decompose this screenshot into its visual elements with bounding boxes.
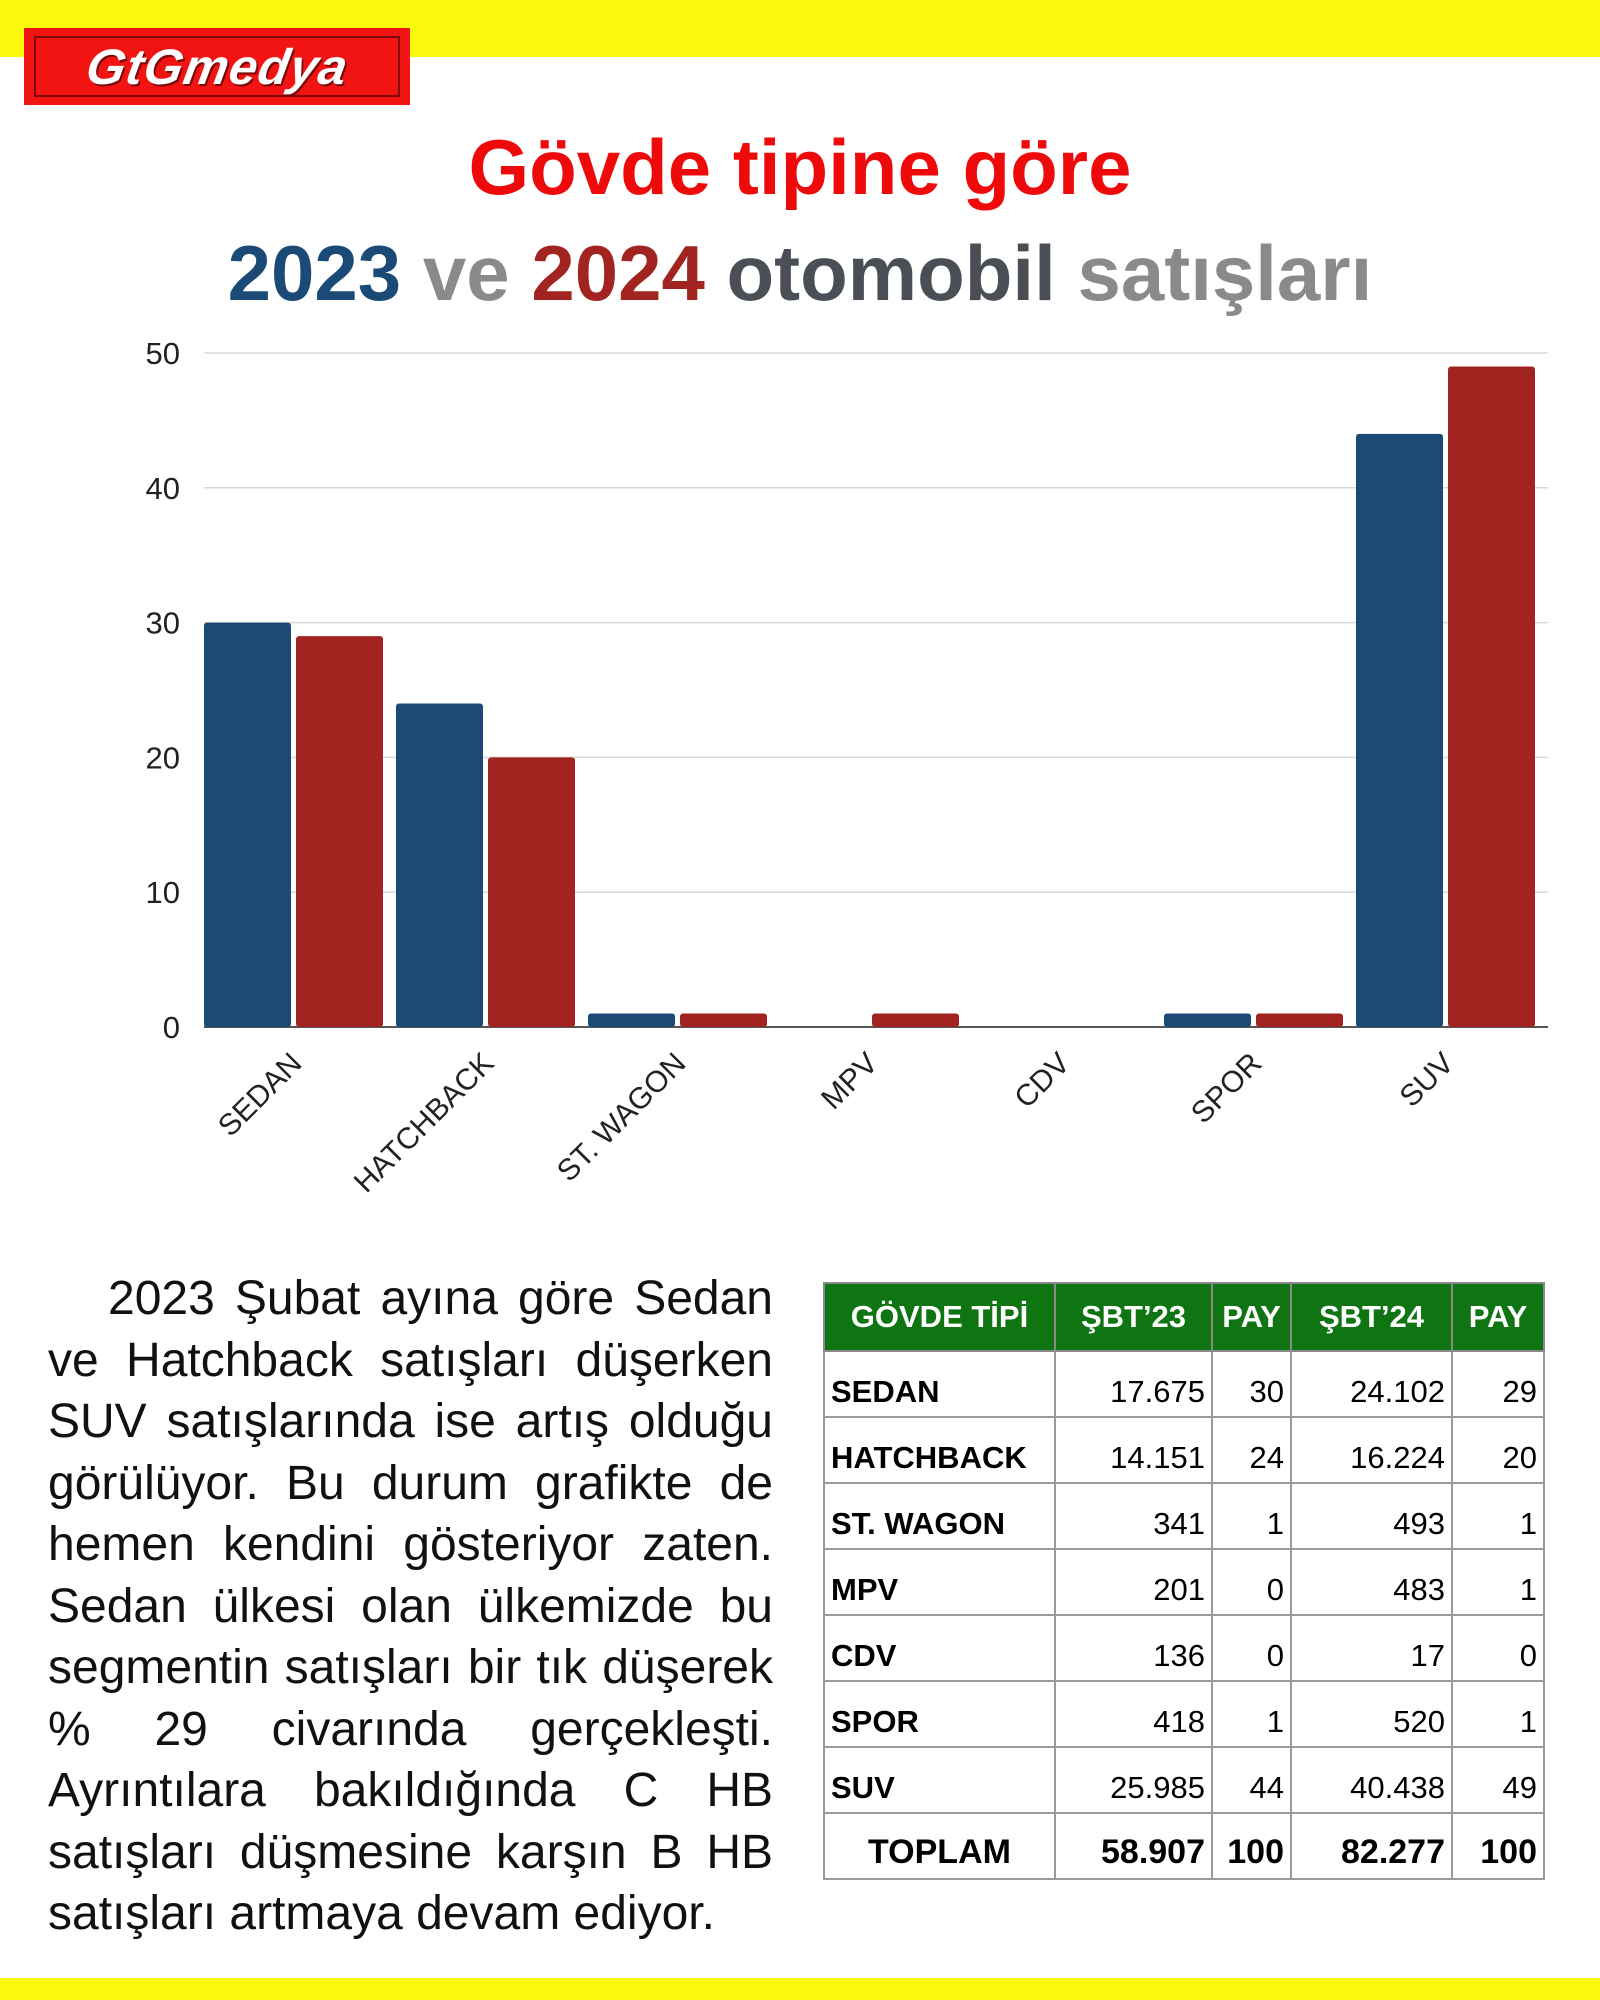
bar-2024-spor <box>1256 1013 1343 1027</box>
cell-feb23: 25.985 <box>1054 1746 1213 1814</box>
table-row: ST. WAGON 341 1 493 1 <box>823 1482 1545 1550</box>
title-otomobil: otomobil <box>726 229 1056 317</box>
cell-share24: 20 <box>1451 1416 1545 1484</box>
table-header-row: GÖVDE TİPİ ŞBT’23 PAY ŞBT’24 PAY <box>823 1282 1545 1352</box>
cell-share24: 0 <box>1451 1614 1545 1682</box>
header-feb23: ŞBT’23 <box>1054 1282 1213 1352</box>
bar-2024-suv <box>1448 366 1535 1028</box>
cell-body-type: HATCHBACK <box>823 1416 1056 1484</box>
table-row: CDV 136 0 17 0 <box>823 1614 1545 1682</box>
cell-body-type: ST. WAGON <box>823 1482 1056 1550</box>
cell-feb23: 201 <box>1054 1548 1213 1616</box>
cell-share23: 1 <box>1211 1680 1292 1748</box>
bottom-yellow-bar <box>0 1978 1600 2000</box>
cell-body-type: MPV <box>823 1548 1056 1616</box>
table-row: SUV 25.985 44 40.438 49 <box>823 1746 1545 1814</box>
y-tick-label: 30 <box>146 606 180 641</box>
x-category-label: MPV <box>815 1047 884 1116</box>
cell-feb23: 341 <box>1054 1482 1213 1550</box>
header-share24: PAY <box>1451 1282 1545 1352</box>
bar-chart: 0 10 20 30 40 50 SEDAN HATCHBACK ST. WAGON MPV CDV… <box>146 336 1548 1200</box>
table-row: SPOR 418 1 520 1 <box>823 1680 1545 1748</box>
cell-feb24: 16.224 <box>1290 1416 1453 1484</box>
x-category-label: ST. WAGON <box>551 1047 693 1189</box>
cell-share24: 49 <box>1451 1746 1545 1814</box>
bar-2023-hatchback <box>396 703 483 1027</box>
logo: GtGmedya <box>24 28 410 105</box>
y-tick-label: 20 <box>146 740 180 775</box>
header-feb24: ŞBT’24 <box>1290 1282 1453 1352</box>
cell-feb23: 14.151 <box>1054 1416 1213 1484</box>
title-year-2023: 2023 <box>227 229 402 317</box>
cell-feb23: 17.675 <box>1054 1350 1213 1418</box>
bar-2023-spor <box>1164 1013 1251 1027</box>
cell-feb24: 483 <box>1290 1548 1453 1616</box>
y-tick-label: 0 <box>163 1010 180 1045</box>
logo-text: GtGmedya <box>81 38 353 95</box>
header-share23: PAY <box>1211 1282 1292 1352</box>
cell-feb23: 418 <box>1054 1680 1213 1748</box>
cell-share24: 1 <box>1451 1548 1545 1616</box>
title-ve: ve <box>422 229 510 317</box>
title-line-1: Gövde tipine göre <box>468 123 1132 211</box>
cell-feb24: 82.277 <box>1290 1812 1453 1880</box>
cell-body-type: SPOR <box>823 1680 1056 1748</box>
cell-body-type: SUV <box>823 1746 1056 1814</box>
x-category-label: SUV <box>1393 1047 1460 1114</box>
bar-2023-st-wagon <box>588 1013 675 1027</box>
cell-body-type: CDV <box>823 1614 1056 1682</box>
cell-share24: 100 <box>1451 1812 1545 1880</box>
y-tick-label: 40 <box>146 471 180 506</box>
cell-share24: 1 <box>1451 1680 1545 1748</box>
cell-feb24: 40.438 <box>1290 1746 1453 1814</box>
x-category-label: SEDAN <box>212 1047 308 1143</box>
cell-share24: 1 <box>1451 1482 1545 1550</box>
sales-table: GÖVDE TİPİ ŞBT’23 PAY ŞBT’24 PAY SEDAN 17… <box>823 1282 1545 1880</box>
table-total-row: TOPLAM 58.907 100 82.277 100 <box>823 1812 1545 1880</box>
cell-feb24: 493 <box>1290 1482 1453 1550</box>
bar-2023-sedan <box>204 622 291 1027</box>
header-body-type: GÖVDE TİPİ <box>823 1282 1056 1352</box>
table-row: SEDAN 17.675 30 24.102 29 <box>823 1350 1545 1418</box>
title-year-2024: 2024 <box>531 229 705 317</box>
cell-feb24: 17 <box>1290 1614 1453 1682</box>
y-tick-label: 10 <box>146 875 180 910</box>
bar-2024-st-wagon <box>680 1013 767 1027</box>
x-category-label: CDV <box>1008 1047 1076 1115</box>
cell-feb24: 520 <box>1290 1680 1453 1748</box>
bar-2024-hatchback <box>488 757 575 1027</box>
cell-feb23: 58.907 <box>1054 1812 1213 1880</box>
bar-2024-sedan <box>296 636 383 1027</box>
title-satislari: satışları <box>1077 229 1373 317</box>
bar-2024-mpv <box>872 1013 959 1027</box>
cell-share23: 0 <box>1211 1548 1292 1616</box>
table-row: MPV 201 0 483 1 <box>823 1548 1545 1616</box>
cell-share23: 30 <box>1211 1350 1292 1418</box>
bar-2023-suv <box>1356 433 1443 1027</box>
x-category-label: HATCHBACK <box>348 1047 501 1200</box>
x-category-label: SPOR <box>1185 1047 1268 1130</box>
cell-share23: 44 <box>1211 1746 1292 1814</box>
cell-share23: 24 <box>1211 1416 1292 1484</box>
cell-share23: 0 <box>1211 1614 1292 1682</box>
article-paragraph: 2023 Şubat ayına göre Sedan ve Hatchback… <box>48 1272 773 1940</box>
cell-share24: 29 <box>1451 1350 1545 1418</box>
cell-body-type: SEDAN <box>823 1350 1056 1418</box>
cell-feb23: 136 <box>1054 1614 1213 1682</box>
cell-feb24: 24.102 <box>1290 1350 1453 1418</box>
table-row: HATCHBACK 14.151 24 16.224 20 <box>823 1416 1545 1484</box>
cell-body-type: TOPLAM <box>823 1812 1056 1880</box>
cell-share23: 100 <box>1211 1812 1292 1880</box>
title-line-2: 2023 ve 2024 otomobil satışları <box>0 228 1600 319</box>
y-tick-label: 50 <box>146 336 180 371</box>
cell-share23: 1 <box>1211 1482 1292 1550</box>
